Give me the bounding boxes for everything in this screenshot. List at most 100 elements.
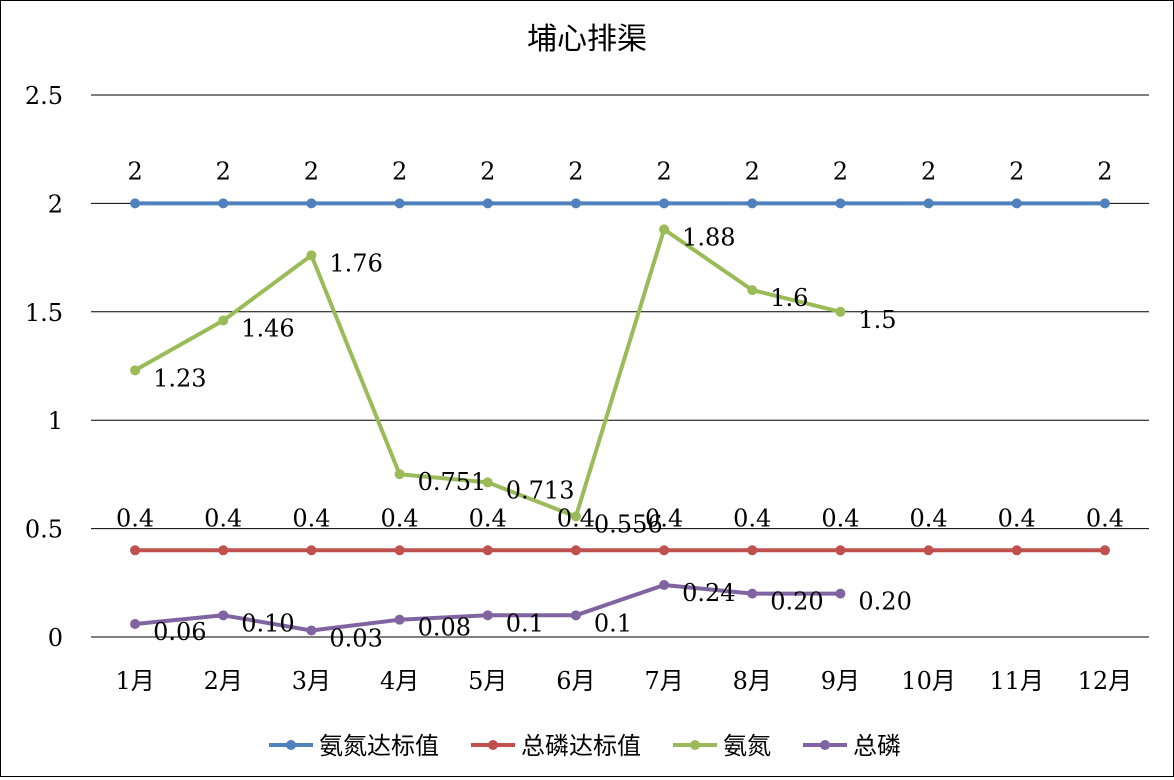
data-point xyxy=(1011,198,1022,209)
data-point xyxy=(1099,545,1110,556)
data-label: 1.76 xyxy=(329,249,382,277)
data-point xyxy=(835,588,846,599)
y-tick-label: 0 xyxy=(48,624,63,652)
data-label: 0.20 xyxy=(770,588,823,616)
data-label: 2 xyxy=(1097,157,1112,185)
data-labels: 2 2 2 2 2 2 2 2 2 2 2 20.4 0.4 0.4 0.4 0.4 0.4 0.4 0.4 0.4 0… xyxy=(116,157,1124,652)
data-label: 1.88 xyxy=(682,223,735,251)
data-point xyxy=(306,625,317,636)
data-label: 0.03 xyxy=(329,624,382,652)
data-label: 1.5 xyxy=(858,306,896,334)
x-tick-label: 7月 xyxy=(644,667,683,695)
data-point xyxy=(130,365,141,376)
data-label: 1.46 xyxy=(241,314,294,342)
data-point xyxy=(570,511,581,522)
y-tick-label: 1.5 xyxy=(25,299,63,327)
data-point xyxy=(659,224,670,235)
data-label: 2 xyxy=(127,157,142,185)
data-label: 2 xyxy=(304,157,319,185)
data-label: 0.4 xyxy=(204,504,242,532)
data-label: 2 xyxy=(216,157,231,185)
data-label: 2 xyxy=(656,157,671,185)
series-line xyxy=(134,227,841,519)
data-point xyxy=(923,198,934,209)
data-label: 1.6 xyxy=(770,284,808,312)
data-label: 0.1 xyxy=(594,609,632,637)
data-label: 2 xyxy=(568,157,583,185)
x-tick-label: 4月 xyxy=(380,667,419,695)
data-point xyxy=(747,285,758,296)
data-point xyxy=(659,579,670,590)
x-tick-label: 9月 xyxy=(821,667,860,695)
data-label: 0.4 xyxy=(557,504,595,532)
data-point xyxy=(394,469,405,480)
data-point xyxy=(482,610,493,621)
x-tick-label: 3月 xyxy=(292,667,331,695)
data-label: 2 xyxy=(1009,157,1024,185)
data-label: 0.4 xyxy=(380,504,418,532)
legend-label: 氨氮达标值 xyxy=(319,732,439,760)
data-point xyxy=(835,545,846,556)
data-point xyxy=(1099,198,1110,209)
legend-marker xyxy=(488,740,498,750)
x-tick-label: 6月 xyxy=(556,667,595,695)
series-group xyxy=(130,198,1110,636)
data-point xyxy=(130,545,141,556)
data-label: 0.4 xyxy=(909,504,947,532)
data-point xyxy=(218,315,229,326)
data-point xyxy=(130,618,141,629)
x-tick-label: 5月 xyxy=(468,667,507,695)
data-label: 0.20 xyxy=(858,588,911,616)
legend-marker xyxy=(690,740,700,750)
data-point xyxy=(306,545,317,556)
data-label: 2 xyxy=(392,157,407,185)
y-axis-ticks: 0 0.5 1 1.5 2 2.5 xyxy=(25,82,63,652)
data-label: 0.4 xyxy=(998,504,1036,532)
x-tick-label: 12月 xyxy=(1078,667,1133,695)
gridlines xyxy=(91,94,1149,638)
chart-title: 埔心排渠 xyxy=(527,22,647,57)
data-label: 2 xyxy=(833,157,848,185)
data-point xyxy=(482,545,493,556)
data-point xyxy=(923,545,934,556)
data-point xyxy=(747,198,758,209)
data-label: 0.751 xyxy=(418,468,487,496)
y-tick-label: 2.5 xyxy=(25,82,63,110)
data-label: 2 xyxy=(745,157,760,185)
data-label: 0.06 xyxy=(153,618,206,646)
data-label: 2 xyxy=(480,157,495,185)
data-point xyxy=(835,198,846,209)
legend: 氨氮达标值 总磷达标值 氨氮 总磷 xyxy=(269,732,901,760)
data-label: 0.4 xyxy=(469,504,507,532)
data-point xyxy=(747,545,758,556)
x-tick-label: 1月 xyxy=(115,667,154,695)
data-label: 0.4 xyxy=(733,504,771,532)
data-point xyxy=(747,588,758,599)
data-point xyxy=(394,198,405,209)
y-tick-label: 1 xyxy=(48,407,63,435)
data-label: 0.4 xyxy=(1086,504,1124,532)
data-point xyxy=(482,477,493,488)
data-label: 0.4 xyxy=(116,504,154,532)
legend-marker xyxy=(820,740,830,750)
data-point xyxy=(306,198,317,209)
data-label: 0.4 xyxy=(821,504,859,532)
y-tick-label: 0.5 xyxy=(25,516,63,544)
data-point xyxy=(394,614,405,625)
data-point xyxy=(306,250,317,261)
y-tick-label: 2 xyxy=(48,190,63,218)
data-label: 0.556 xyxy=(594,510,663,538)
data-label: 0.24 xyxy=(682,579,735,607)
data-point xyxy=(218,545,229,556)
data-point xyxy=(835,306,846,317)
x-tick-label: 2月 xyxy=(204,667,243,695)
data-label: 0.4 xyxy=(645,504,683,532)
data-point xyxy=(482,198,493,209)
data-point xyxy=(130,198,141,209)
data-point xyxy=(570,545,581,556)
x-tick-label: 11月 xyxy=(989,667,1044,695)
data-label: 0.08 xyxy=(418,614,471,642)
legend-marker xyxy=(286,740,296,750)
